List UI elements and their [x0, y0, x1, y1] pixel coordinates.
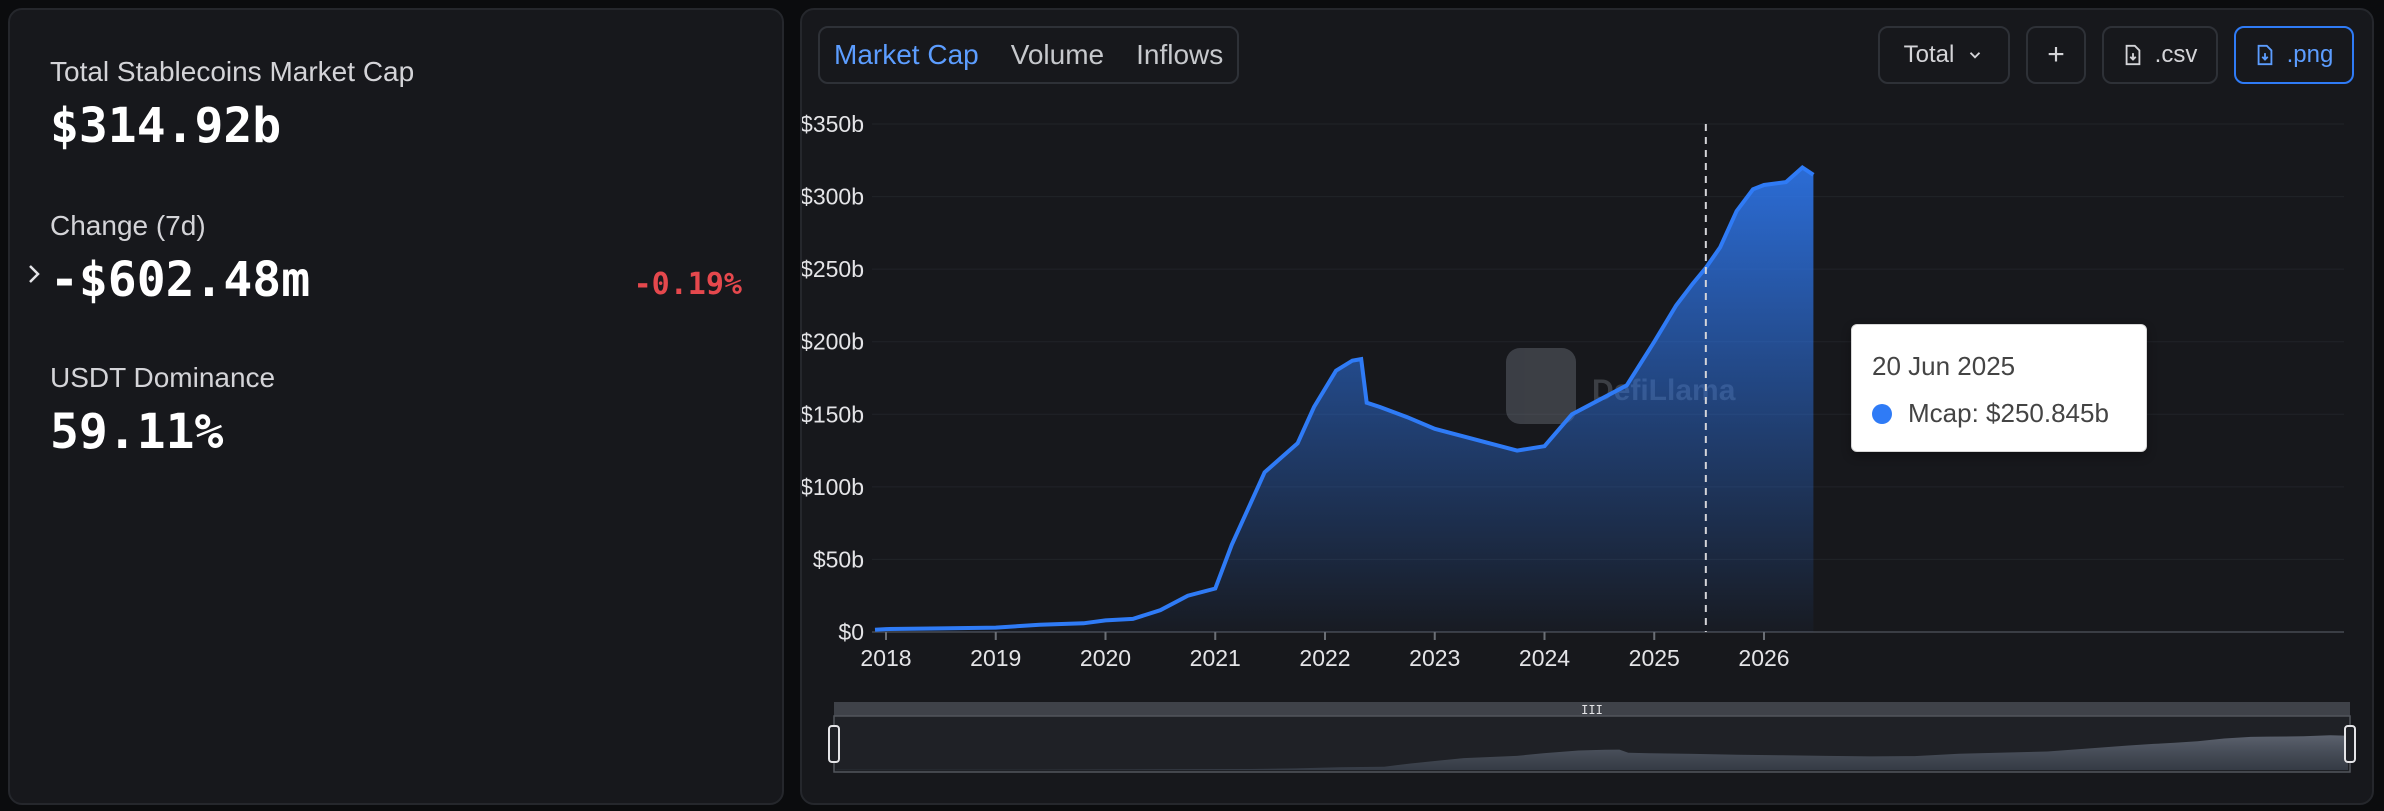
tab-inflows[interactable]: Inflows [1136, 39, 1224, 70]
png-label: .png [2286, 41, 2334, 68]
y-tick-label: $250b [802, 256, 864, 282]
chart-panel: Market Cap Volume Inflows Total + .csv .… [800, 8, 2374, 805]
change-label: Change (7d) [50, 210, 206, 241]
csv-download-button[interactable]: .csv [2102, 26, 2218, 84]
dominance-value: 59.11% [50, 404, 224, 460]
tab-market-cap[interactable]: Market Cap [834, 39, 979, 70]
y-axis: $0 $50b $100b $150b $200b $250b $300b $350b [802, 111, 864, 645]
png-download-button[interactable]: .png [2234, 26, 2354, 84]
y-tick-label: $150b [802, 401, 864, 427]
mcap-line [874, 164, 1815, 632]
file-download-icon [2125, 44, 2140, 66]
zoom-slider-track[interactable] [834, 702, 2350, 716]
tooltip-value: Mcap: $250.845b [1908, 398, 2109, 428]
y-tick-label: $350b [802, 111, 864, 137]
x-tick-label: 2020 [1080, 645, 1131, 671]
x-tick-label: 2021 [1190, 645, 1241, 671]
add-button[interactable]: + [2026, 26, 2086, 84]
chart-tabs: Market Cap Volume Inflows [818, 26, 1240, 84]
chart-tooltip: 20 Jun 2025 Mcap: $250.845b [1851, 324, 2147, 452]
change-value: -$602.48m [50, 252, 311, 308]
y-tick-label: $0 [838, 619, 864, 645]
chevron-right-icon[interactable] [22, 262, 46, 286]
y-tick-label: $300b [802, 184, 864, 210]
zoom-handle-left[interactable] [828, 725, 840, 763]
x-tick-label: 2019 [970, 645, 1021, 671]
x-tick-label: 2024 [1519, 645, 1570, 671]
zoom-handle-right[interactable] [2344, 725, 2356, 763]
zoom-preview-area [836, 735, 2348, 770]
zoom-slider[interactable]: III [828, 702, 2356, 773]
x-axis: 2018 2019 2020 2021 2022 2023 2024 2025 2026 [860, 632, 1790, 671]
total-select[interactable]: Total [1878, 26, 2010, 84]
x-tick-label: 2025 [1629, 645, 1680, 671]
market-cap-chart: $0 $50b $100b $150b $200b $250b $300b $350b 201… [802, 111, 2356, 773]
x-tick-label: 2022 [1299, 645, 1350, 671]
mcap-area [875, 167, 1814, 632]
csv-label: .csv [2154, 41, 2198, 68]
tab-volume[interactable]: Volume [1010, 39, 1105, 70]
file-download-icon [2257, 44, 2272, 66]
total-mcap-value: $314.92b [50, 98, 282, 154]
y-tick-label: $50b [813, 546, 864, 572]
slider-grip-icon[interactable]: III [1581, 703, 1603, 717]
x-tick-label: 2018 [860, 645, 911, 671]
y-tick-label: $200b [802, 329, 864, 355]
tooltip-date: 20 Jun 2025 [1872, 351, 2016, 381]
total-mcap-label: Total Stablecoins Market Cap [50, 56, 415, 87]
series-dot-icon [1872, 403, 1892, 424]
change-percent: -0.19% [633, 267, 742, 302]
stats-panel: Total Stablecoins Market Cap $314.92b Ch… [8, 8, 784, 805]
y-tick-label: $100b [802, 474, 864, 500]
dominance-label: USDT Dominance [50, 362, 276, 393]
llama-logo-icon [1506, 348, 1576, 424]
x-tick-label: 2023 [1409, 645, 1460, 671]
chevron-down-icon [1970, 52, 1981, 59]
total-select-value: Total [1903, 41, 1955, 68]
x-tick-label: 2026 [1738, 645, 1789, 671]
